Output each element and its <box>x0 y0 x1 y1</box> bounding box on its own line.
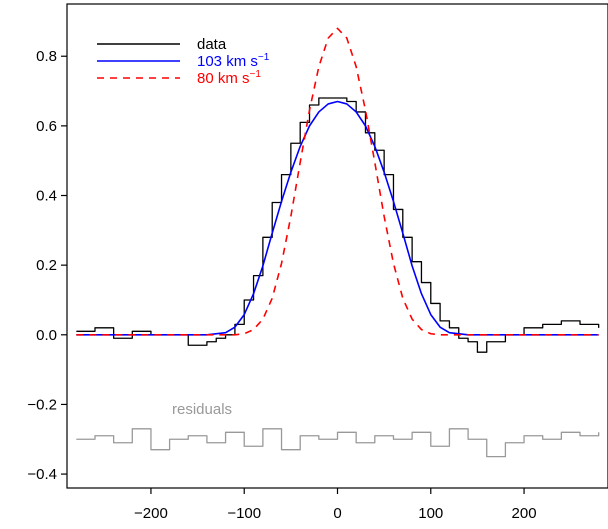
x-axis: −200 −100 0 100 200 <box>134 488 537 522</box>
y-tick-label: 0.2 <box>36 257 57 274</box>
legend-label-fit80: 80 km s−1 <box>197 69 261 87</box>
x-tick-label: −200 <box>134 505 168 522</box>
series-line-residuals <box>76 428 600 458</box>
legend-label-text: data <box>197 36 227 53</box>
legend-label-text: 103 km s <box>197 53 258 70</box>
y-axis: −0.4 −0.2 0.0 0.2 0.4 0.6 0.8 <box>27 48 67 483</box>
y-tick-label: −0.4 <box>27 466 57 483</box>
legend-label-superscript: −1 <box>258 52 270 63</box>
x-tick-label: −100 <box>227 505 261 522</box>
x-tick-label: 100 <box>418 505 443 522</box>
legend-label-fit103: 103 km s−1 <box>197 52 270 70</box>
y-tick-label: 0.0 <box>36 327 57 344</box>
y-tick-label: −0.2 <box>27 396 57 413</box>
legend-label-superscript: −1 <box>250 69 262 80</box>
residuals-label: residuals <box>172 401 232 418</box>
series-layer <box>76 27 600 458</box>
series-line-data <box>76 97 600 353</box>
plot-frame <box>66 3 608 489</box>
series-line-fit103 <box>76 100 599 336</box>
series-line-fit80 <box>76 27 599 336</box>
y-tick-label: 0.8 <box>36 48 57 65</box>
y-tick-label: 0.4 <box>36 188 57 205</box>
x-tick-label: 200 <box>512 505 537 522</box>
y-tick-label: 0.6 <box>36 118 57 135</box>
legend-label-text: 80 km s <box>197 70 250 87</box>
legend-label-data: data <box>197 36 227 53</box>
annotations: residuals <box>172 401 232 418</box>
x-tick-label: 0 <box>333 505 341 522</box>
